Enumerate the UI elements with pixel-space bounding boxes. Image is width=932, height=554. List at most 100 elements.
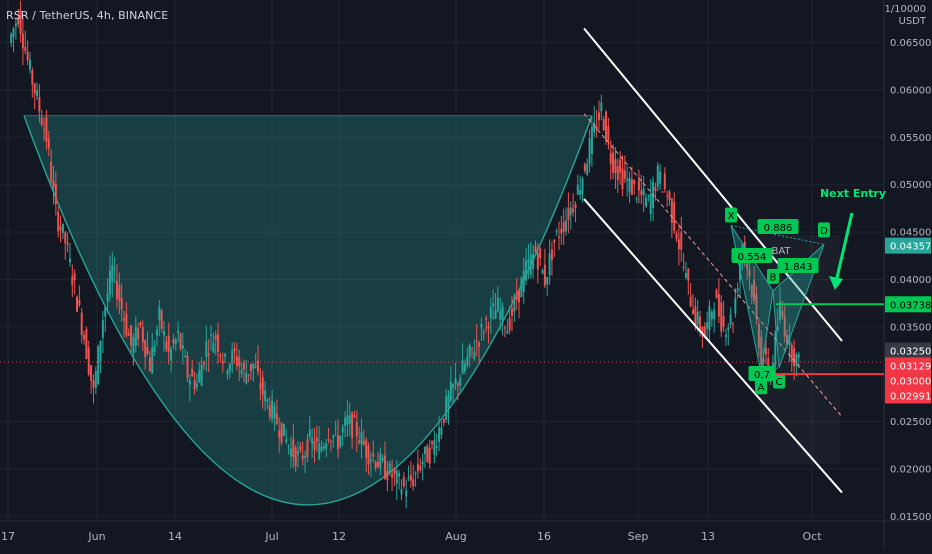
candle-body bbox=[311, 438, 314, 445]
candle-body bbox=[120, 298, 123, 310]
candle-body bbox=[242, 362, 245, 370]
candle-body bbox=[184, 356, 187, 358]
candle-body bbox=[228, 364, 231, 372]
candle-body bbox=[188, 380, 191, 385]
candle-body bbox=[560, 229, 563, 234]
candle-body bbox=[619, 159, 622, 173]
candle-body bbox=[12, 28, 15, 37]
candle-body bbox=[346, 415, 349, 425]
candle-body bbox=[555, 230, 558, 232]
candle-body bbox=[261, 377, 264, 396]
candle-body bbox=[548, 253, 551, 276]
candle-body bbox=[433, 440, 436, 455]
candle-body bbox=[393, 468, 396, 474]
candle-body bbox=[583, 164, 586, 171]
candle-body bbox=[703, 326, 706, 338]
candle-body bbox=[139, 322, 142, 326]
candle-body bbox=[17, 17, 20, 25]
symbol-title: RSR / TetherUS, 4h, BINANCE bbox=[6, 9, 169, 22]
candle-body bbox=[381, 457, 384, 461]
candle-body bbox=[158, 306, 161, 321]
candle-body bbox=[588, 138, 591, 164]
candle-body bbox=[268, 405, 271, 418]
candle-body bbox=[285, 438, 288, 443]
candle-body bbox=[565, 220, 568, 232]
candle-body bbox=[299, 445, 302, 451]
candle-body bbox=[562, 221, 565, 232]
candle-body bbox=[259, 383, 262, 389]
candle-body bbox=[572, 208, 575, 213]
candle-body bbox=[715, 289, 718, 299]
candle-body bbox=[630, 178, 633, 195]
candle-body bbox=[473, 351, 476, 360]
candle-body bbox=[249, 364, 252, 372]
candle-body bbox=[503, 327, 506, 329]
candle-body bbox=[257, 360, 260, 372]
candle-body bbox=[461, 359, 464, 374]
candle-body bbox=[294, 447, 297, 467]
candle-body bbox=[73, 273, 76, 281]
candle-body bbox=[513, 297, 516, 312]
y-tick-label: 0.03500 bbox=[890, 322, 931, 333]
candle-body bbox=[386, 470, 389, 481]
candle-body bbox=[762, 358, 765, 363]
candle-body bbox=[226, 370, 229, 375]
candle-body bbox=[329, 441, 332, 443]
candle-body bbox=[423, 446, 426, 454]
candle-body bbox=[727, 327, 730, 331]
candle-body bbox=[576, 184, 579, 195]
candle-body bbox=[445, 396, 448, 420]
next-entry-annotation: Next Entry bbox=[820, 187, 886, 200]
price-badge bbox=[885, 372, 931, 389]
candle-body bbox=[520, 278, 523, 298]
candle-body bbox=[774, 332, 777, 366]
candle-body bbox=[623, 170, 626, 179]
candle-body bbox=[569, 207, 572, 216]
candle-body bbox=[217, 334, 220, 352]
candle-body bbox=[468, 344, 471, 357]
candle-body bbox=[64, 232, 67, 243]
candle-body bbox=[543, 264, 546, 286]
candle-body bbox=[529, 254, 532, 275]
bat-ratio-label: 0.7 bbox=[754, 370, 770, 381]
candle-body bbox=[325, 443, 328, 449]
candle-body bbox=[724, 334, 727, 338]
candle-body bbox=[101, 320, 104, 338]
candle-body bbox=[614, 159, 617, 174]
x-tick-label: Sep bbox=[628, 530, 649, 543]
candle-body bbox=[586, 163, 589, 175]
x-tick-label: 17 bbox=[1, 530, 15, 543]
bat-point-x-label: X bbox=[728, 211, 735, 222]
candle-body bbox=[104, 307, 107, 317]
candle-body bbox=[10, 34, 13, 43]
candle-body bbox=[602, 118, 605, 131]
candle-body bbox=[362, 441, 365, 445]
y-tick-label: 0.02000 bbox=[890, 464, 931, 475]
candle-body bbox=[264, 390, 267, 401]
candle-body bbox=[680, 232, 683, 250]
candle-body bbox=[118, 285, 121, 301]
candle-body bbox=[522, 270, 525, 292]
candle-body bbox=[301, 455, 304, 460]
candle-body bbox=[431, 441, 434, 444]
candle-body bbox=[351, 412, 354, 438]
candle-body bbox=[508, 317, 511, 331]
candle-body bbox=[757, 324, 760, 348]
candle-body bbox=[99, 340, 102, 363]
candle-body bbox=[341, 427, 344, 433]
bat-point-a-badge bbox=[755, 379, 767, 395]
price-badge-label: 0.03000 bbox=[890, 376, 931, 387]
candle-body bbox=[219, 354, 222, 357]
bat-point-d-label: D bbox=[820, 226, 828, 237]
candle-body bbox=[649, 193, 652, 214]
candle-body bbox=[160, 310, 163, 329]
candle-body bbox=[776, 325, 779, 331]
candle-body bbox=[478, 342, 481, 347]
candle-body bbox=[155, 329, 158, 336]
candle-body bbox=[353, 414, 356, 418]
candle-body bbox=[452, 384, 455, 389]
candle-body bbox=[635, 198, 638, 200]
candle-body bbox=[38, 97, 41, 112]
